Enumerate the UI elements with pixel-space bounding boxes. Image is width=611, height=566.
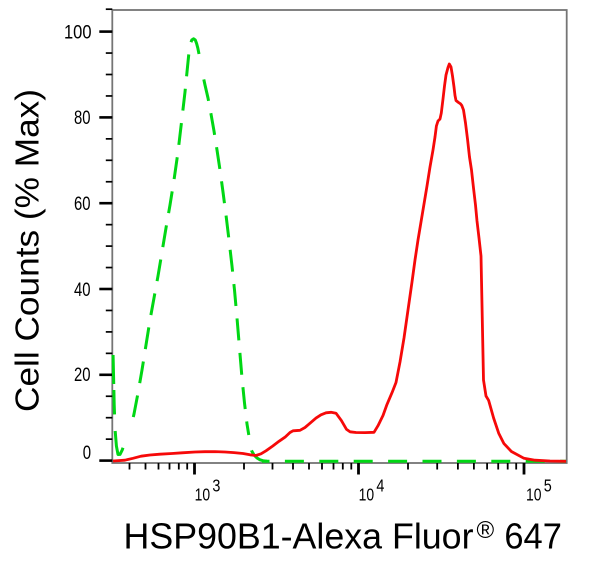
- svg-text:HSP90B1-Alexa Fluor: HSP90B1-Alexa Fluor: [124, 516, 474, 557]
- svg-text:100: 100: [64, 22, 92, 43]
- svg-text:®: ®: [477, 517, 495, 544]
- svg-text:5: 5: [544, 475, 552, 495]
- svg-text:Cell Counts (% Max): Cell Counts (% Max): [9, 89, 46, 412]
- svg-text:3: 3: [212, 475, 220, 495]
- svg-text:647: 647: [504, 515, 562, 556]
- svg-text:10: 10: [359, 485, 375, 505]
- svg-text:10: 10: [195, 485, 211, 505]
- svg-text:60: 60: [74, 194, 91, 215]
- svg-text:0: 0: [83, 443, 91, 464]
- svg-text:40: 40: [74, 280, 91, 301]
- svg-text:4: 4: [376, 475, 384, 495]
- svg-text:20: 20: [74, 365, 91, 386]
- svg-text:10: 10: [526, 485, 542, 505]
- svg-text:80: 80: [74, 108, 91, 129]
